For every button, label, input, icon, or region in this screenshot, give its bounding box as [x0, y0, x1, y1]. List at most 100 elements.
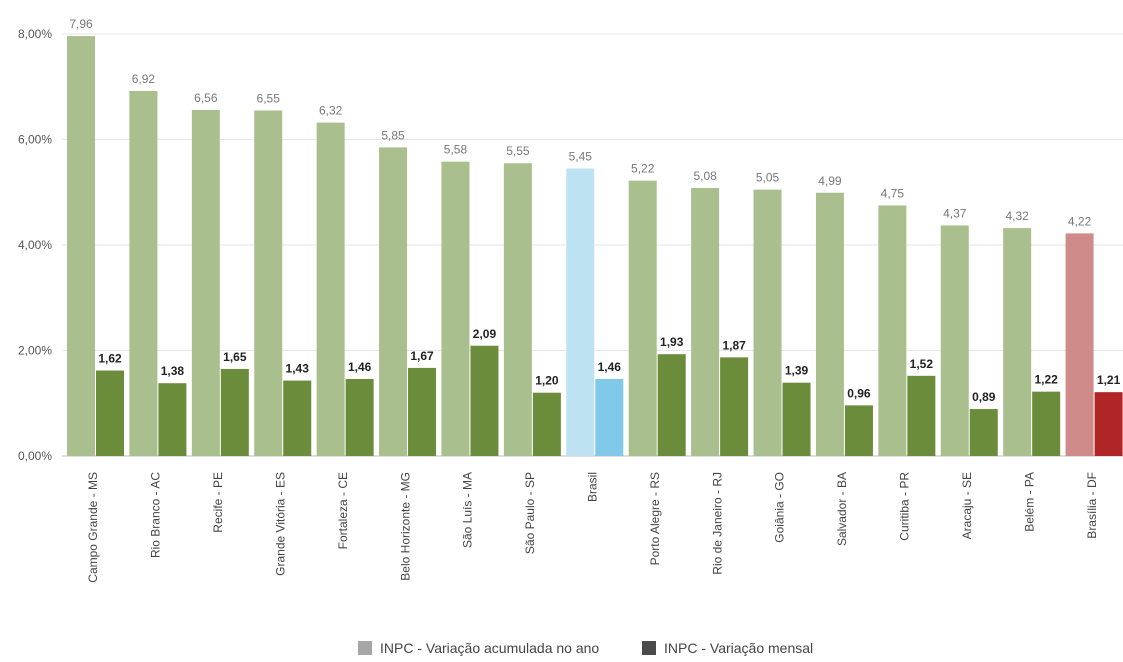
data-label-accumulated: 6,32	[319, 104, 343, 118]
x-tick-label: Brasil	[586, 472, 600, 502]
bar-accumulated	[878, 205, 907, 456]
x-tick-label: Grande Vitória - ES	[273, 472, 287, 576]
data-label-accumulated: 4,99	[818, 174, 842, 188]
y-tick-label: 0,00%	[18, 449, 52, 463]
data-label-accumulated: 5,05	[756, 171, 780, 185]
bar-accumulated	[67, 36, 95, 457]
data-label-accumulated: 5,08	[693, 169, 717, 183]
x-axis-ticks: Campo Grande - MS Rio Branco - AC Recife -…	[86, 472, 1099, 583]
y-tick-label: 2,00%	[18, 344, 52, 358]
bar-accumulated	[628, 180, 657, 456]
data-label-monthly: 1,87	[722, 338, 746, 352]
data-label-accumulated: 4,32	[1005, 209, 1029, 223]
legend-label-accumulated: INPC - Variação acumulada no ano	[380, 640, 599, 656]
bar-accumulated	[815, 192, 844, 456]
data-label-monthly: 1,62	[98, 352, 122, 366]
bar-accumulated	[441, 161, 470, 456]
data-label-monthly: 1,52	[910, 357, 934, 371]
data-label-accumulated: 5,85	[381, 128, 405, 142]
legend-label-monthly: INPC - Variação mensal	[664, 640, 813, 656]
data-label-accumulated: 6,92	[132, 72, 156, 86]
x-tick-label: Recife - PE	[211, 472, 225, 533]
x-tick-label: Brasília - DF	[1085, 472, 1099, 539]
data-label-monthly: 1,21	[1097, 373, 1121, 387]
data-label-accumulated: 5,55	[506, 144, 530, 158]
data-label-monthly: 1,46	[598, 360, 622, 374]
x-tick-label: Belém - PA	[1022, 472, 1036, 532]
y-tick-label: 4,00%	[18, 238, 52, 252]
data-label-monthly: 1,67	[410, 349, 434, 363]
bar-monthly	[96, 370, 124, 456]
bar-monthly	[595, 378, 624, 456]
data-label-accumulated: 5,22	[631, 162, 655, 176]
x-tick-label: Porto Alegre - RS	[648, 472, 662, 565]
data-label-accumulated: 6,55	[257, 91, 281, 105]
bar-monthly	[844, 405, 873, 456]
bar-monthly	[907, 375, 936, 456]
x-tick-label: Campo Grande - MS	[86, 472, 100, 583]
bar-monthly	[720, 357, 749, 456]
data-label-monthly: 1,38	[161, 364, 185, 378]
legend-swatch-monthly	[642, 641, 656, 655]
bar-monthly	[158, 383, 187, 456]
x-tick-label: São Paulo - SP	[523, 472, 537, 554]
bar-monthly	[969, 409, 998, 456]
data-label-accumulated: 5,45	[569, 150, 593, 164]
data-label-accumulated: 6,56	[194, 91, 218, 105]
x-tick-label: Fortaleza - CE	[336, 472, 350, 549]
bar-monthly	[470, 345, 499, 456]
bar-accumulated	[1003, 228, 1032, 456]
bar-accumulated	[1065, 233, 1094, 456]
x-tick-label: Salvador - BA	[835, 472, 849, 546]
bar-monthly	[345, 378, 374, 456]
data-label-monthly: 1,93	[660, 335, 684, 349]
legend: INPC - Variação acumulada no ano INPC - …	[358, 640, 813, 656]
data-label-monthly: 0,96	[847, 386, 871, 400]
bar-monthly	[657, 354, 686, 456]
bar-accumulated	[129, 90, 158, 456]
data-label-monthly: 1,20	[535, 374, 559, 388]
data-label-accumulated: 4,22	[1068, 214, 1092, 228]
y-tick-label: 6,00%	[18, 133, 52, 147]
x-tick-label: Aracaju - SE	[960, 472, 974, 539]
bar-monthly	[1032, 391, 1061, 456]
bar-monthly	[283, 380, 312, 456]
bar-monthly	[220, 368, 249, 456]
data-label-monthly: 0,89	[972, 390, 996, 404]
x-tick-label: Rio de Janeiro - RJ	[710, 472, 724, 575]
x-tick-label: Belo Horizonte - MG	[398, 472, 412, 581]
x-tick-label: Goiânia - GO	[773, 472, 787, 543]
data-label-monthly: 2,09	[473, 327, 497, 341]
data-label-monthly: 1,43	[286, 362, 310, 376]
x-tick-label: São Luís - MA	[461, 472, 475, 548]
bar-accumulated	[691, 188, 720, 456]
y-axis-ticks: 0,00% 2,00% 4,00% 6,00% 8,00%	[18, 27, 52, 463]
bar-accumulated	[316, 122, 345, 457]
data-label-monthly: 1,39	[785, 364, 809, 378]
bar-accumulated	[566, 168, 595, 456]
bar-accumulated	[254, 110, 283, 457]
bar-monthly	[408, 367, 437, 456]
bar-accumulated	[940, 225, 969, 456]
bar-monthly	[782, 382, 811, 456]
data-label-monthly: 1,22	[1034, 373, 1058, 387]
data-label-accumulated: 4,75	[881, 186, 905, 200]
x-tick-label: Curitiba - PR	[898, 472, 912, 541]
x-tick-label: Rio Branco - AC	[149, 472, 163, 558]
bar-monthly	[532, 392, 561, 456]
data-label-accumulated: 4,37	[943, 206, 967, 220]
bar-monthly	[1094, 392, 1123, 456]
data-label-accumulated: 5,58	[444, 143, 468, 157]
bar-accumulated	[503, 163, 532, 457]
bars	[67, 36, 1123, 457]
data-labels: 7,96 1,62 6,92 1,38 6,56 1,65 6,55 1,43 6,32 1,46…	[69, 17, 1120, 404]
bar-accumulated	[753, 189, 782, 457]
data-label-monthly: 1,65	[223, 350, 247, 364]
y-tick-label: 8,00%	[18, 27, 52, 41]
data-label-accumulated: 7,96	[69, 17, 93, 31]
bar-accumulated	[379, 147, 408, 456]
data-label-monthly: 1,46	[348, 360, 372, 374]
legend-swatch-accumulated	[358, 641, 372, 655]
